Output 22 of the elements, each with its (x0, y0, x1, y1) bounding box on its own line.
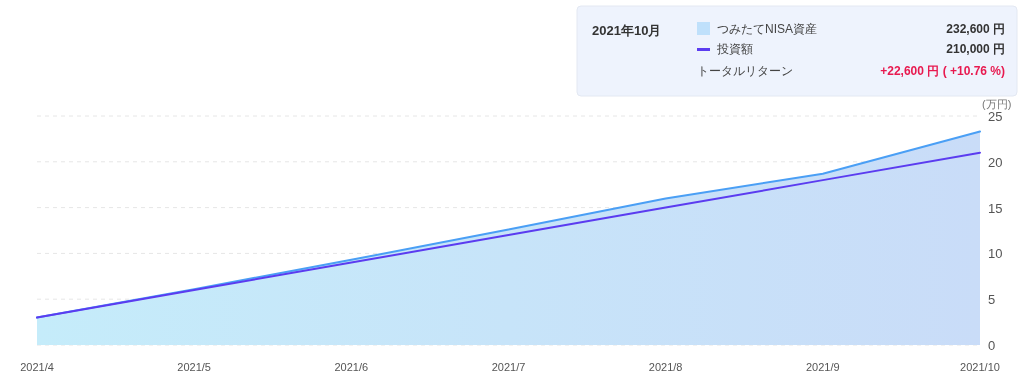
x-tick-label: 2021/5 (177, 361, 211, 373)
text: 232,600 円 (946, 22, 1005, 36)
y-tick-label: 15 (988, 200, 1003, 216)
y-tick-label: 10 (988, 246, 1003, 262)
x-tick-label: 2021/7 (491, 361, 526, 373)
y-tick-label: 20 (988, 154, 1003, 170)
y-tick-label: 5 (988, 292, 996, 308)
x-tick-label: 2021/8 (648, 361, 683, 373)
text: トータルリターン (697, 64, 793, 78)
text: 210,000 円 (946, 42, 1005, 56)
legend-label: つみたてNISA資産 (717, 22, 818, 36)
y-axis-title: (万円) (982, 98, 1012, 110)
text: +22,600 円 ( +10.76 %) (880, 64, 1005, 78)
x-tick-label: 2021/4 (20, 361, 54, 373)
x-tick-label: 2021/9 (806, 361, 840, 373)
text: 2021年10月 (592, 23, 662, 38)
legend-label: 投資額 (716, 42, 753, 56)
x-tick-label: 2021/6 (334, 361, 369, 373)
y-tick-label: 0 (988, 338, 996, 353)
line-series (36, 151, 981, 319)
y-tick-label: 25 (988, 109, 1003, 124)
x-tick-label: 2021/10 (960, 361, 1000, 373)
